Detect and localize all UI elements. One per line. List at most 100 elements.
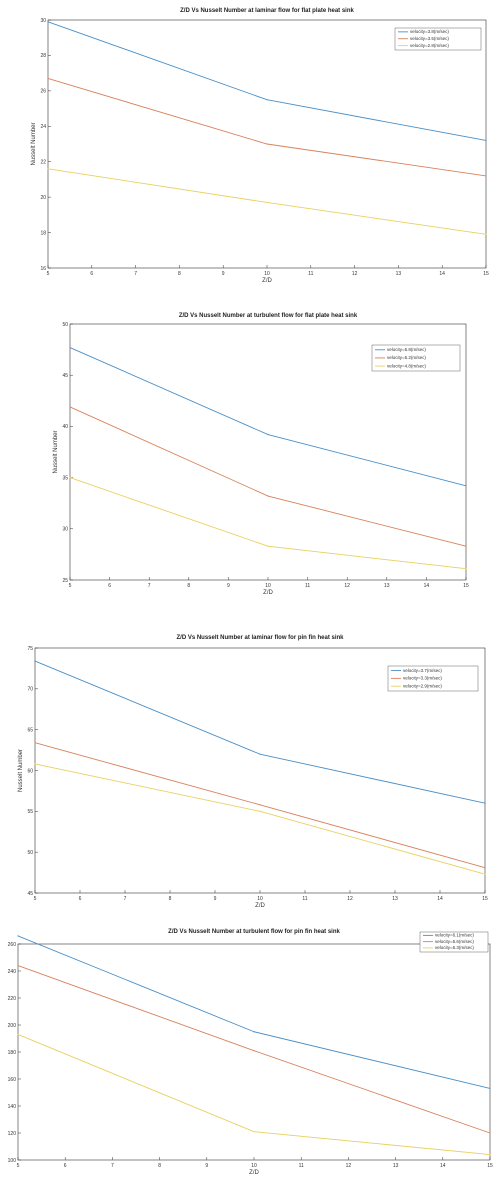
y-axis-label: Nusselt Number	[31, 122, 37, 165]
legend-entry: velocity=4.8(m/sec)	[387, 363, 426, 368]
legend	[387, 665, 479, 692]
x-tick-label: 9	[205, 1163, 208, 1169]
x-axis-label: Z/D	[255, 903, 265, 909]
x-tick-label: 14	[424, 583, 430, 589]
data-point	[47, 168, 49, 170]
y-tick-label: 22	[40, 160, 46, 166]
data-point	[17, 965, 19, 967]
x-tick-label: 8	[187, 583, 190, 589]
x-axis-label: Z/D	[262, 278, 272, 284]
chart-title: Z/D Vs Nusselt Number at turbulent flow …	[179, 313, 358, 319]
data-point	[253, 1131, 255, 1133]
legend-entry: velocity=3.8(m/sec)	[410, 29, 449, 34]
data-point	[465, 485, 467, 487]
chart-title: Z/D Vs Nusselt Number at laminar flow fo…	[180, 8, 354, 14]
y-tick-label: 26	[40, 89, 46, 95]
y-tick-label: 65	[27, 727, 33, 733]
x-tick-label: 10	[257, 896, 263, 902]
data-point	[485, 139, 487, 142]
chart-turbulent-flat-plate: Z/D Vs Nusselt Number at turbulent flow …	[53, 313, 469, 596]
x-tick-label: 13	[393, 1163, 399, 1169]
data-point	[69, 406, 71, 408]
data-point	[47, 21, 49, 23]
data-point	[485, 233, 487, 235]
x-axis-label: Z/D	[263, 590, 273, 596]
y-tick-label: 55	[27, 809, 33, 815]
y-tick-label: 240	[8, 969, 17, 975]
data-point	[47, 77, 49, 80]
legend-entry: velocity=5.2(m/sec)	[387, 355, 426, 360]
data-point	[34, 763, 36, 765]
x-tick-label: 10	[264, 271, 270, 277]
data-point	[266, 143, 268, 145]
y-tick-label: 75	[27, 646, 33, 652]
y-tick-label: 30	[40, 18, 46, 24]
x-tick-label: 7	[111, 1163, 114, 1169]
x-tick-label: 8	[158, 1163, 161, 1169]
x-tick-label: 12	[346, 1163, 352, 1169]
data-point	[465, 545, 467, 547]
legend-entry: velocity=2.8(m/sec)	[410, 43, 449, 48]
y-tick-label: 50	[62, 322, 68, 328]
x-tick-label: 8	[169, 896, 172, 902]
x-tick-label: 12	[352, 271, 358, 277]
legend	[371, 344, 461, 372]
x-tick-label: 11	[305, 583, 310, 589]
data-point	[17, 935, 19, 937]
legend	[419, 931, 489, 953]
x-tick-label: 15	[487, 1163, 493, 1169]
data-point	[259, 804, 261, 806]
y-tick-label: 70	[27, 687, 33, 693]
legend-entry: velocity=5.3(m/sec)	[435, 945, 474, 950]
x-tick-label: 15	[482, 896, 488, 902]
y-tick-label: 20	[40, 195, 46, 201]
x-tick-label: 9	[222, 271, 225, 277]
legend-entry: velocity=3.7(m/sec)	[403, 668, 442, 673]
data-point	[17, 1033, 19, 1036]
x-tick-label: 5	[17, 1163, 20, 1169]
x-tick-label: 10	[265, 583, 271, 589]
x-tick-label: 6	[90, 271, 93, 277]
data-point	[484, 867, 486, 869]
x-tick-label: 12	[347, 896, 353, 902]
y-axis-label: Nusselt Number	[53, 430, 59, 473]
data-point	[253, 1031, 255, 1033]
y-tick-label: 40	[62, 424, 68, 430]
x-tick-label: 6	[64, 1163, 67, 1169]
x-tick-label: 5	[69, 583, 72, 589]
data-point	[34, 660, 36, 662]
chart-turbulent-pin-fin: Z/D Vs Nusselt Number at turbulent flow …	[8, 929, 493, 1176]
x-tick-label: 10	[251, 1163, 257, 1169]
y-tick-label: 25	[62, 578, 68, 584]
legend-entry: velocity=6.1(m/sec)	[435, 933, 474, 938]
legend	[394, 27, 482, 51]
data-point	[34, 742, 36, 744]
data-point	[259, 810, 261, 812]
x-tick-label: 13	[392, 896, 398, 902]
data-point	[259, 753, 261, 755]
x-tick-label: 14	[439, 271, 445, 277]
chart-laminar-pin-fin: Z/D Vs Nusselt Number at laminar flow fo…	[18, 635, 488, 909]
data-point	[253, 1050, 255, 1052]
y-tick-label: 16	[40, 266, 46, 272]
y-tick-label: 45	[62, 373, 68, 379]
x-tick-label: 7	[124, 896, 127, 902]
data-point	[465, 568, 467, 570]
y-tick-label: 35	[62, 475, 68, 481]
data-point	[489, 1087, 491, 1090]
x-tick-label: 9	[227, 583, 230, 589]
x-tick-label: 12	[344, 583, 350, 589]
y-tick-label: 200	[8, 1023, 17, 1029]
data-point	[484, 802, 486, 804]
y-tick-label: 100	[8, 1158, 17, 1164]
x-tick-label: 11	[299, 1163, 304, 1169]
y-axis-label: Nusselt Number	[18, 749, 24, 792]
y-tick-label: 30	[62, 527, 68, 533]
data-point	[489, 1154, 491, 1156]
x-tick-label: 11	[302, 896, 307, 902]
x-tick-label: 6	[79, 896, 82, 902]
data-point	[484, 873, 486, 875]
y-tick-label: 260	[8, 942, 17, 948]
x-tick-label: 14	[437, 896, 443, 902]
chart-title: Z/D Vs Nusselt Number at laminar flow fo…	[176, 635, 344, 641]
